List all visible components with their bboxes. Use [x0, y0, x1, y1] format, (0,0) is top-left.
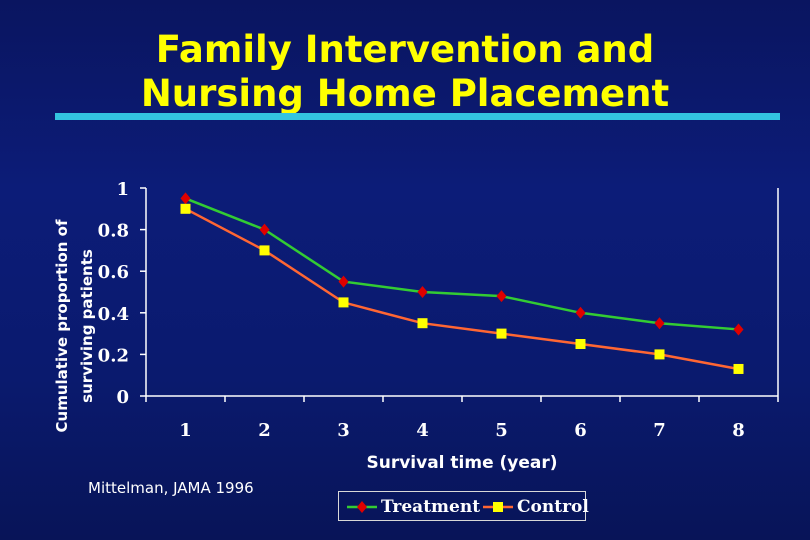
data-point-treatment [733, 323, 744, 336]
data-point-control [180, 203, 191, 214]
y-tick-label: 0.4 [98, 304, 129, 325]
data-point-treatment [417, 286, 428, 298]
data-point-treatment [496, 290, 507, 303]
legend-control-swatch [483, 502, 513, 512]
data-point-control [259, 245, 270, 256]
legend: Treatment Control [338, 491, 589, 521]
title-underline [55, 113, 780, 120]
data-point-treatment [575, 306, 586, 319]
x-tick-label: 1 [179, 420, 192, 441]
series-line-control [184, 207, 739, 371]
title-line-1: Family Intervention and [155, 28, 655, 71]
data-point-control [338, 297, 349, 308]
axes [140, 187, 779, 402]
data-point-control [654, 349, 665, 360]
x-tick-label: 6 [574, 420, 587, 441]
y-tick-label: 1 [116, 179, 129, 200]
y-tick-label: 0.6 [98, 262, 129, 283]
y-tick-label: 0.2 [98, 345, 129, 366]
y-tick-label: 0.8 [98, 221, 129, 242]
y-axis-label-line-2: surviving patients [78, 249, 96, 403]
x-tick-label: 8 [732, 420, 745, 441]
data-point-control [575, 339, 586, 349]
chart-title: Family Intervention and Nursing Home Pla… [0, 28, 810, 116]
x-tick-label: 5 [495, 420, 508, 441]
x-tick-label: 7 [653, 420, 666, 441]
series-line-treatment [185, 197, 739, 331]
y-axis-label-line-1: Cumulative proportion of [53, 219, 71, 432]
x-tick-label: 4 [416, 420, 429, 441]
source-citation: Mittelman, JAMA 1996 [88, 479, 254, 497]
data-point-control [733, 363, 744, 374]
series-lines [184, 197, 739, 371]
x-tick-labels: 1 2 3 4 5 6 7 8 [179, 420, 745, 441]
title-line-2: Nursing Home Placement [140, 72, 670, 115]
data-point-treatment [338, 275, 349, 288]
y-tick-labels: 0 0.2 0.4 0.6 0.8 1 [98, 179, 129, 408]
data-point-control [496, 328, 507, 339]
legend-label-treatment: Treatment [381, 497, 481, 517]
data-point-treatment [654, 317, 665, 330]
y-tick-label: 0 [116, 387, 129, 408]
series-markers [180, 192, 744, 374]
data-point-treatment [259, 223, 270, 236]
legend-treatment-swatch [347, 501, 377, 513]
x-tick-label: 3 [337, 420, 350, 441]
x-tick-label: 2 [258, 420, 271, 441]
data-point-treatment [180, 192, 191, 205]
data-point-control [417, 318, 428, 329]
x-axis-label: Survival time (year) [366, 453, 557, 473]
legend-label-control: Control [517, 497, 589, 517]
